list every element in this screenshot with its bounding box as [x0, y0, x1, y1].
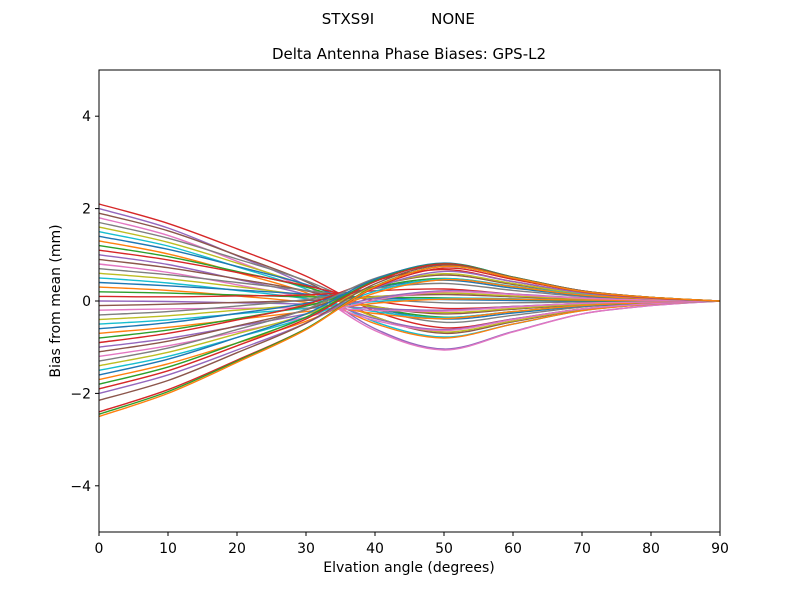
series-line: [98, 240, 721, 339]
y-tick-label: 0: [82, 294, 91, 310]
x-tick-label: 90: [711, 541, 729, 557]
series-lines: [98, 203, 721, 418]
y-axis-label: Bias from mean (mm): [48, 224, 64, 377]
x-tick-label: 30: [297, 541, 315, 557]
x-tick-label: 0: [95, 541, 104, 557]
series-line: [98, 265, 721, 418]
x-axis-label: Elvation angle (degrees): [323, 560, 494, 576]
y-tick-label: 2: [82, 202, 91, 218]
y-tick-label: −4: [70, 479, 91, 495]
series-line: [98, 262, 721, 376]
series-line: [98, 265, 721, 415]
x-tick-label: 40: [366, 541, 384, 557]
x-tick-label: 10: [159, 541, 177, 557]
series-line: [98, 298, 721, 334]
x-tick-label: 50: [435, 541, 453, 557]
axes-title: Delta Antenna Phase Biases: GPS-L2: [272, 45, 546, 63]
suptitle-station: STXS9I: [322, 10, 374, 28]
series-line: [98, 278, 721, 381]
y-tick-label: 4: [82, 109, 91, 125]
x-tick-label: 60: [504, 541, 522, 557]
x-tick-label: 20: [228, 541, 246, 557]
x-tick-label: 80: [642, 541, 660, 557]
x-tick-label: 70: [573, 541, 591, 557]
y-tick-label: −2: [70, 386, 91, 402]
series-line: [98, 286, 721, 320]
axes-frame-and-ticks: 0 10 20 30 40 50 60 70 80 90 −4 −2 0 2 4: [70, 69, 729, 557]
suptitle-antenna-type: NONE: [431, 10, 475, 28]
